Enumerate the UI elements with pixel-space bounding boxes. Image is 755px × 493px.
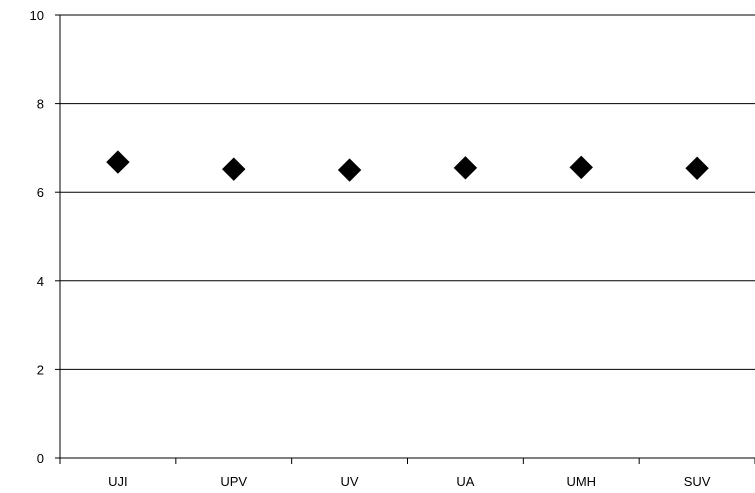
point-umh: [569, 155, 593, 180]
y-tick-labels: 0 2 4 6 8 10: [30, 8, 44, 466]
x-tick-label-uv: UV: [341, 474, 359, 489]
data-points: [106, 150, 709, 182]
x-tick-label-ua: UA: [456, 474, 474, 489]
point-upv: [222, 157, 246, 181]
x-tick-label-umh: UMH: [566, 474, 596, 489]
gridlines: [60, 14, 755, 370]
x-tick-labels: UJI UPV UV UA UMH SUV: [108, 474, 711, 489]
y-tick-label: 0: [37, 451, 44, 466]
x-tick-label-uji: UJI: [108, 474, 128, 489]
point-ua: [453, 156, 478, 180]
y-tick-label: 6: [37, 185, 44, 200]
point-uv: [337, 158, 362, 182]
x-tick-label-upv: UPV: [220, 474, 247, 489]
point-uji: [106, 150, 130, 174]
y-tick-label: 2: [37, 362, 44, 377]
x-tick-label-suv: SUV: [684, 474, 711, 489]
point-suv: [685, 156, 709, 180]
y-tick-label: 8: [37, 97, 44, 112]
y-tick-label: 10: [30, 8, 44, 23]
axes: [55, 14, 755, 464]
y-tick-label: 4: [37, 274, 44, 289]
